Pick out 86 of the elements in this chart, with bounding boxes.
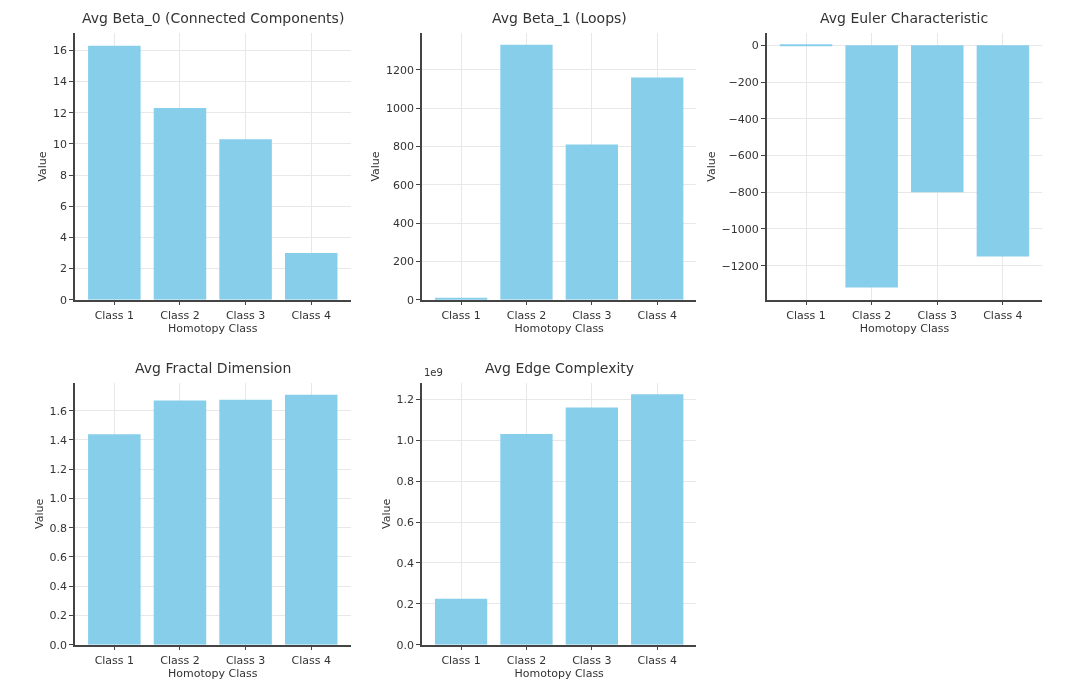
x-tick-label: Class 4 xyxy=(983,308,1023,322)
y-tick-label: −200 xyxy=(728,75,759,89)
x-tick-label: Class 1 xyxy=(786,308,826,322)
x-tick-label: Class 3 xyxy=(225,308,266,322)
bar xyxy=(631,77,684,300)
y-tick-label: 0.6 xyxy=(396,515,414,529)
chart-title: Avg Beta_0 (Connected Components) xyxy=(82,10,345,26)
x-tick-label: Class 2 xyxy=(506,653,547,667)
chart-title: Avg Beta_1 (Loops) xyxy=(492,10,627,26)
y-tick-label: 0.6 xyxy=(49,550,68,564)
y-axis-title: Value xyxy=(32,498,46,529)
x-tick-label: Class 3 xyxy=(572,308,612,322)
y-tick-label: 0 xyxy=(60,293,68,307)
y-tick-label: 600 xyxy=(392,178,414,192)
bar xyxy=(631,394,684,645)
x-tick-label: Class 2 xyxy=(506,308,547,322)
y-tick-label: 4 xyxy=(60,231,68,245)
y-tick-label: 2 xyxy=(60,262,68,276)
bar xyxy=(500,434,553,645)
y-tick-label: 0.8 xyxy=(49,521,68,535)
bar xyxy=(88,45,141,300)
bar xyxy=(565,144,618,300)
chart-title: Avg Fractal Dimension xyxy=(135,360,292,376)
x-tick-label: Class 1 xyxy=(94,308,135,322)
x-tick-label: Class 2 xyxy=(160,308,200,322)
y-tick-label: −1200 xyxy=(721,259,759,273)
text: 1e9 xyxy=(424,367,443,378)
y-tick-label: 800 xyxy=(392,140,414,154)
x-tick-label: Class 1 xyxy=(94,653,135,667)
bar xyxy=(434,598,488,645)
y-tick-label: 1.0 xyxy=(396,434,414,448)
bar xyxy=(284,252,338,300)
y-tick-label: 0.4 xyxy=(49,580,68,594)
y-tick-label: 200 xyxy=(392,255,414,269)
y-tick-label: 0.4 xyxy=(396,556,414,570)
y-tick-label: 1.6 xyxy=(49,404,68,418)
x-tick-label: Class 3 xyxy=(572,653,612,667)
y-axis-title: Value xyxy=(379,498,393,529)
y-tick-label: 1.2 xyxy=(49,463,68,477)
y-tick-label: −1000 xyxy=(721,222,759,236)
y-tick-label: 0.0 xyxy=(49,638,68,652)
y-tick-label: 14 xyxy=(53,75,68,89)
x-axis-title: Homotopy Class xyxy=(859,321,950,335)
y-tick-label: 1.2 xyxy=(396,393,414,407)
y-tick-label: 0.2 xyxy=(396,597,414,611)
x-tick-label: Class 4 xyxy=(291,308,331,322)
y-tick-label: 1000 xyxy=(385,101,414,115)
y-tick-label: −800 xyxy=(728,186,759,200)
y-tick-label: 8 xyxy=(60,168,68,182)
chart-title: Avg Euler Characteristic xyxy=(820,10,989,26)
x-tick-label: Class 4 xyxy=(637,653,677,667)
y-tick-label: 0.8 xyxy=(396,474,414,488)
y-tick-label: 1.0 xyxy=(49,492,68,506)
x-tick-label: Class 4 xyxy=(291,653,331,667)
x-axis-title: Homotopy Class xyxy=(168,321,258,335)
y-tick-label: 0.2 xyxy=(49,609,68,623)
x-tick-label: Class 3 xyxy=(225,653,266,667)
y-tick-label: −400 xyxy=(728,112,759,126)
bar xyxy=(153,108,207,300)
y-axis-title: Value xyxy=(704,151,718,182)
y-tick-label: 16 xyxy=(53,44,68,58)
y-tick-label: 1200 xyxy=(385,63,414,77)
y-tick-label: 400 xyxy=(392,216,414,230)
x-axis-title: Homotopy Class xyxy=(514,321,605,335)
y-tick-label: 0 xyxy=(406,293,414,307)
x-axis-title: Homotopy Class xyxy=(514,666,605,680)
x-tick-label: Class 1 xyxy=(441,308,481,322)
y-axis-title: Value xyxy=(36,151,50,182)
x-axis-title: Homotopy Class xyxy=(168,666,258,680)
y-tick-label: 10 xyxy=(53,137,68,151)
x-tick-label: Class 3 xyxy=(917,308,957,322)
y-tick-label: 1.4 xyxy=(49,433,68,447)
y-tick-label: 0.0 xyxy=(396,638,414,652)
x-tick-label: Class 4 xyxy=(637,308,677,322)
bar xyxy=(500,44,553,300)
y-tick-label: 6 xyxy=(60,200,68,214)
x-tick-label: Class 2 xyxy=(160,653,200,667)
y-axis-title: Value xyxy=(369,151,383,182)
bar xyxy=(219,139,272,300)
chart-title: Avg Edge Complexity xyxy=(485,360,635,376)
bar xyxy=(565,407,618,645)
y-tick-label: −600 xyxy=(728,149,759,163)
y-tick-label: 0 xyxy=(751,39,759,53)
x-tick-label: Class 1 xyxy=(441,653,481,667)
x-tick-label: Class 2 xyxy=(851,308,892,322)
y-tick-label: 12 xyxy=(53,106,68,120)
